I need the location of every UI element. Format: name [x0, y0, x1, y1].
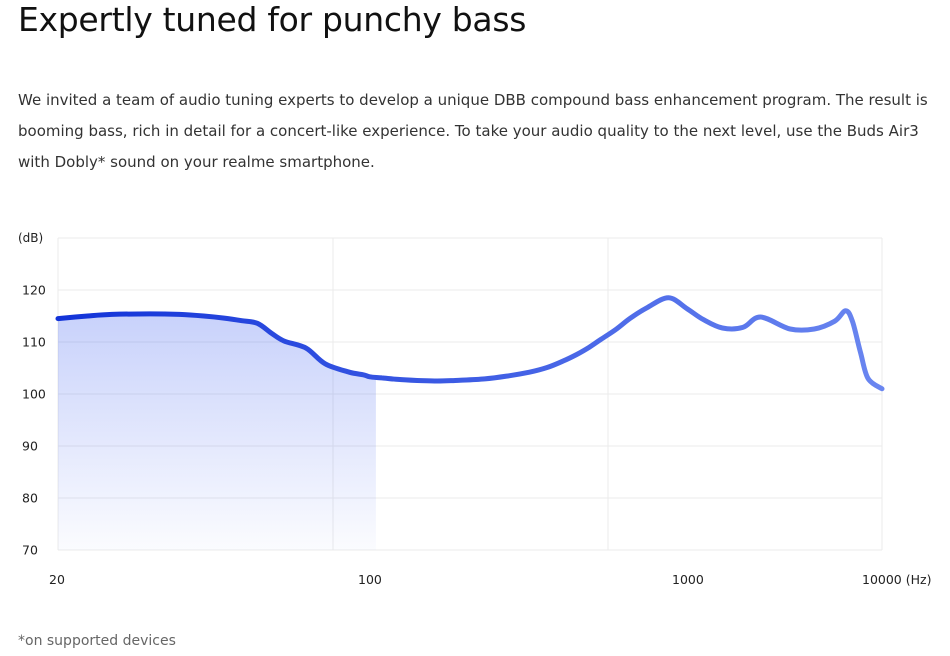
series-line [55, 295, 885, 392]
description-text: We invited a team of audio tuning expert… [18, 91, 928, 171]
page-title: Expertly tuned for punchy bass [18, 0, 527, 39]
y-axis-ticks: 70 80 90 100 110 120 [22, 283, 46, 558]
y-tick-label: 90 [22, 439, 38, 454]
x-axis-ticks: 20 100 1000 10000 (Hz) [49, 572, 931, 587]
footnote: *on supported devices [18, 633, 176, 649]
x-tick-label: 20 [49, 572, 65, 587]
x-tick-label: 10000 (Hz) [862, 572, 931, 587]
x-tick-label: 1000 [672, 572, 704, 587]
y-tick-label: 110 [22, 335, 46, 350]
y-tick-label: 70 [22, 543, 38, 558]
y-tick-label: 100 [22, 387, 46, 402]
shaded-area [58, 313, 376, 550]
y-tick-label: 80 [22, 491, 38, 506]
y-tick-label: 120 [22, 283, 46, 298]
frequency-response-chart: 70 80 90 100 110 120 20 100 1000 10000 (Hz) (dB) [18, 231, 931, 587]
y-axis-label: (dB) [18, 231, 43, 245]
x-tick-label: 100 [358, 572, 382, 587]
